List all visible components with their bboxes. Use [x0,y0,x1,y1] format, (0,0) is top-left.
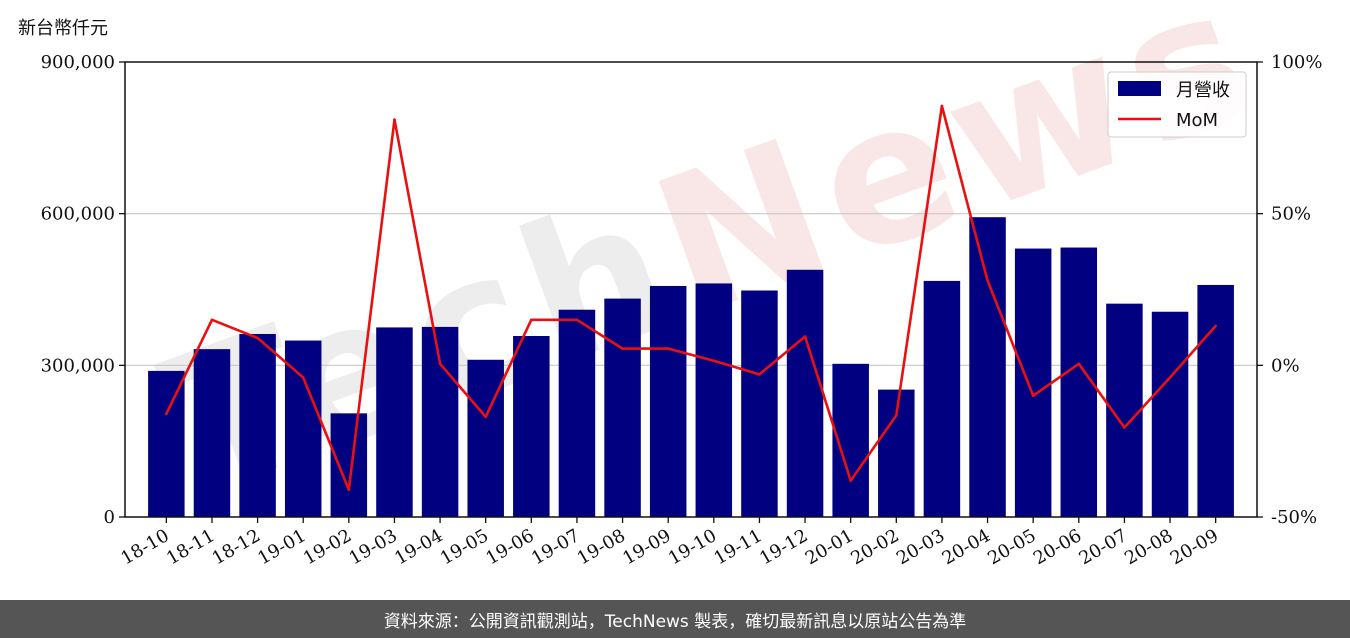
revenue-bar [741,290,778,517]
x-tick-label: 18-12 [209,525,264,569]
x-tick-label: 18-11 [163,525,218,569]
legend: 月營收 MoM [1107,71,1247,138]
mom-point [393,118,396,121]
monthly-revenue-chart: 0 300,000 600,000 900,000 -50% 0% 50% 100% 18-10… [41,52,1323,569]
mom-point [1168,376,1172,379]
source-footer: 資料來源：公開資訊觀測站，TechNews 製表，確切最新訊息以原站公告為準 [0,600,1350,638]
left-tick-label: 600,000 [41,204,115,225]
revenue-bar [148,370,185,517]
x-tick-label: 19-04 [391,525,446,569]
mom-point [1031,394,1035,397]
x-tick-label: 20-03 [893,525,948,569]
x-tick-label: 20-09 [1167,525,1222,569]
mom-point [986,279,989,282]
revenue-bar [969,217,1006,517]
mom-point [347,488,351,492]
revenue-bar [284,340,322,517]
x-tick-label: 19-07 [528,525,583,569]
mom-point [940,104,944,108]
mom-point [484,415,487,419]
x-tick-label: 19-09 [619,525,674,569]
x-tick-label: 20-08 [1121,525,1176,569]
mom-point [210,318,214,322]
mom-point [165,412,168,416]
revenue-bar [786,269,824,517]
mom-point [301,376,305,379]
x-tick-label: 19-02 [300,525,355,569]
left-tick-label: 900,000 [41,52,115,73]
x-tick-label: 20-02 [847,525,902,569]
left-tick-label: 300,000 [41,355,115,376]
left-tick-label: 0 [104,507,115,528]
x-tick-label: 20-01 [802,525,857,569]
mom-point [256,336,259,340]
revenue-bar [239,333,276,517]
revenue-bar [1197,284,1234,517]
x-tick-label: 20-07 [1075,525,1130,569]
revenue-bar [923,280,961,517]
right-tick-label: 0% [1271,355,1300,376]
mom-point [530,318,533,322]
x-tick-label: 20-04 [939,525,994,569]
plot-frame [124,61,1258,518]
mom-point [849,479,852,482]
line-series [165,104,1217,492]
mom-point [438,362,442,366]
x-tick-label: 19-12 [756,525,811,569]
legend-swatch-revenue [1118,81,1161,96]
mom-point [803,335,807,338]
x-tick-label: 19-05 [437,525,492,569]
revenue-bar [376,327,413,517]
right-tick-label: 100% [1271,52,1322,73]
mom-point [712,359,716,363]
revenue-bar [1151,311,1189,517]
revenue-bar [695,283,733,517]
mom-point [895,414,898,417]
mom-series-line [165,104,1217,492]
revenue-bar [604,298,641,517]
x-tick-label: 20-06 [1030,525,1085,569]
legend-label-mom: MoM [1176,110,1218,131]
mom-point [1123,426,1126,429]
mom-point [1077,362,1081,366]
footer-text: 資料來源：公開資訊觀測站，TechNews 製表，確切最新訊息以原站公告為準 [383,611,967,632]
bar-series [148,217,1234,518]
x-tick-label: 19-03 [346,525,401,569]
revenue-bar [467,359,504,517]
revenue-bar [193,349,231,517]
revenue-bar [649,285,687,517]
y-axis-unit-label: 新台幣仟元 [18,18,108,39]
legend-label-revenue: 月營收 [1176,80,1230,101]
mom-point [666,347,670,350]
x-tick-label: 19-06 [482,525,537,569]
mom-point [1214,324,1217,328]
revenue-bar [421,326,459,517]
x-tick-label: 19-08 [574,525,629,569]
x-tick-label: 20-05 [984,525,1039,569]
x-tick-label: 18-10 [117,525,172,569]
revenue-bar [513,336,550,517]
x-tick-label: 19-11 [710,525,765,569]
x-tick-label: 19-01 [254,525,309,569]
revenue-bar [558,309,596,517]
x-tick-label: 19-10 [665,525,720,569]
mom-point [758,373,761,376]
mom-point [575,318,579,322]
revenue-bar [1014,248,1052,518]
right-tick-label: -50% [1271,507,1317,528]
revenue-bar [330,413,368,517]
mom-point [621,347,624,350]
right-tick-label: 50% [1271,204,1311,225]
